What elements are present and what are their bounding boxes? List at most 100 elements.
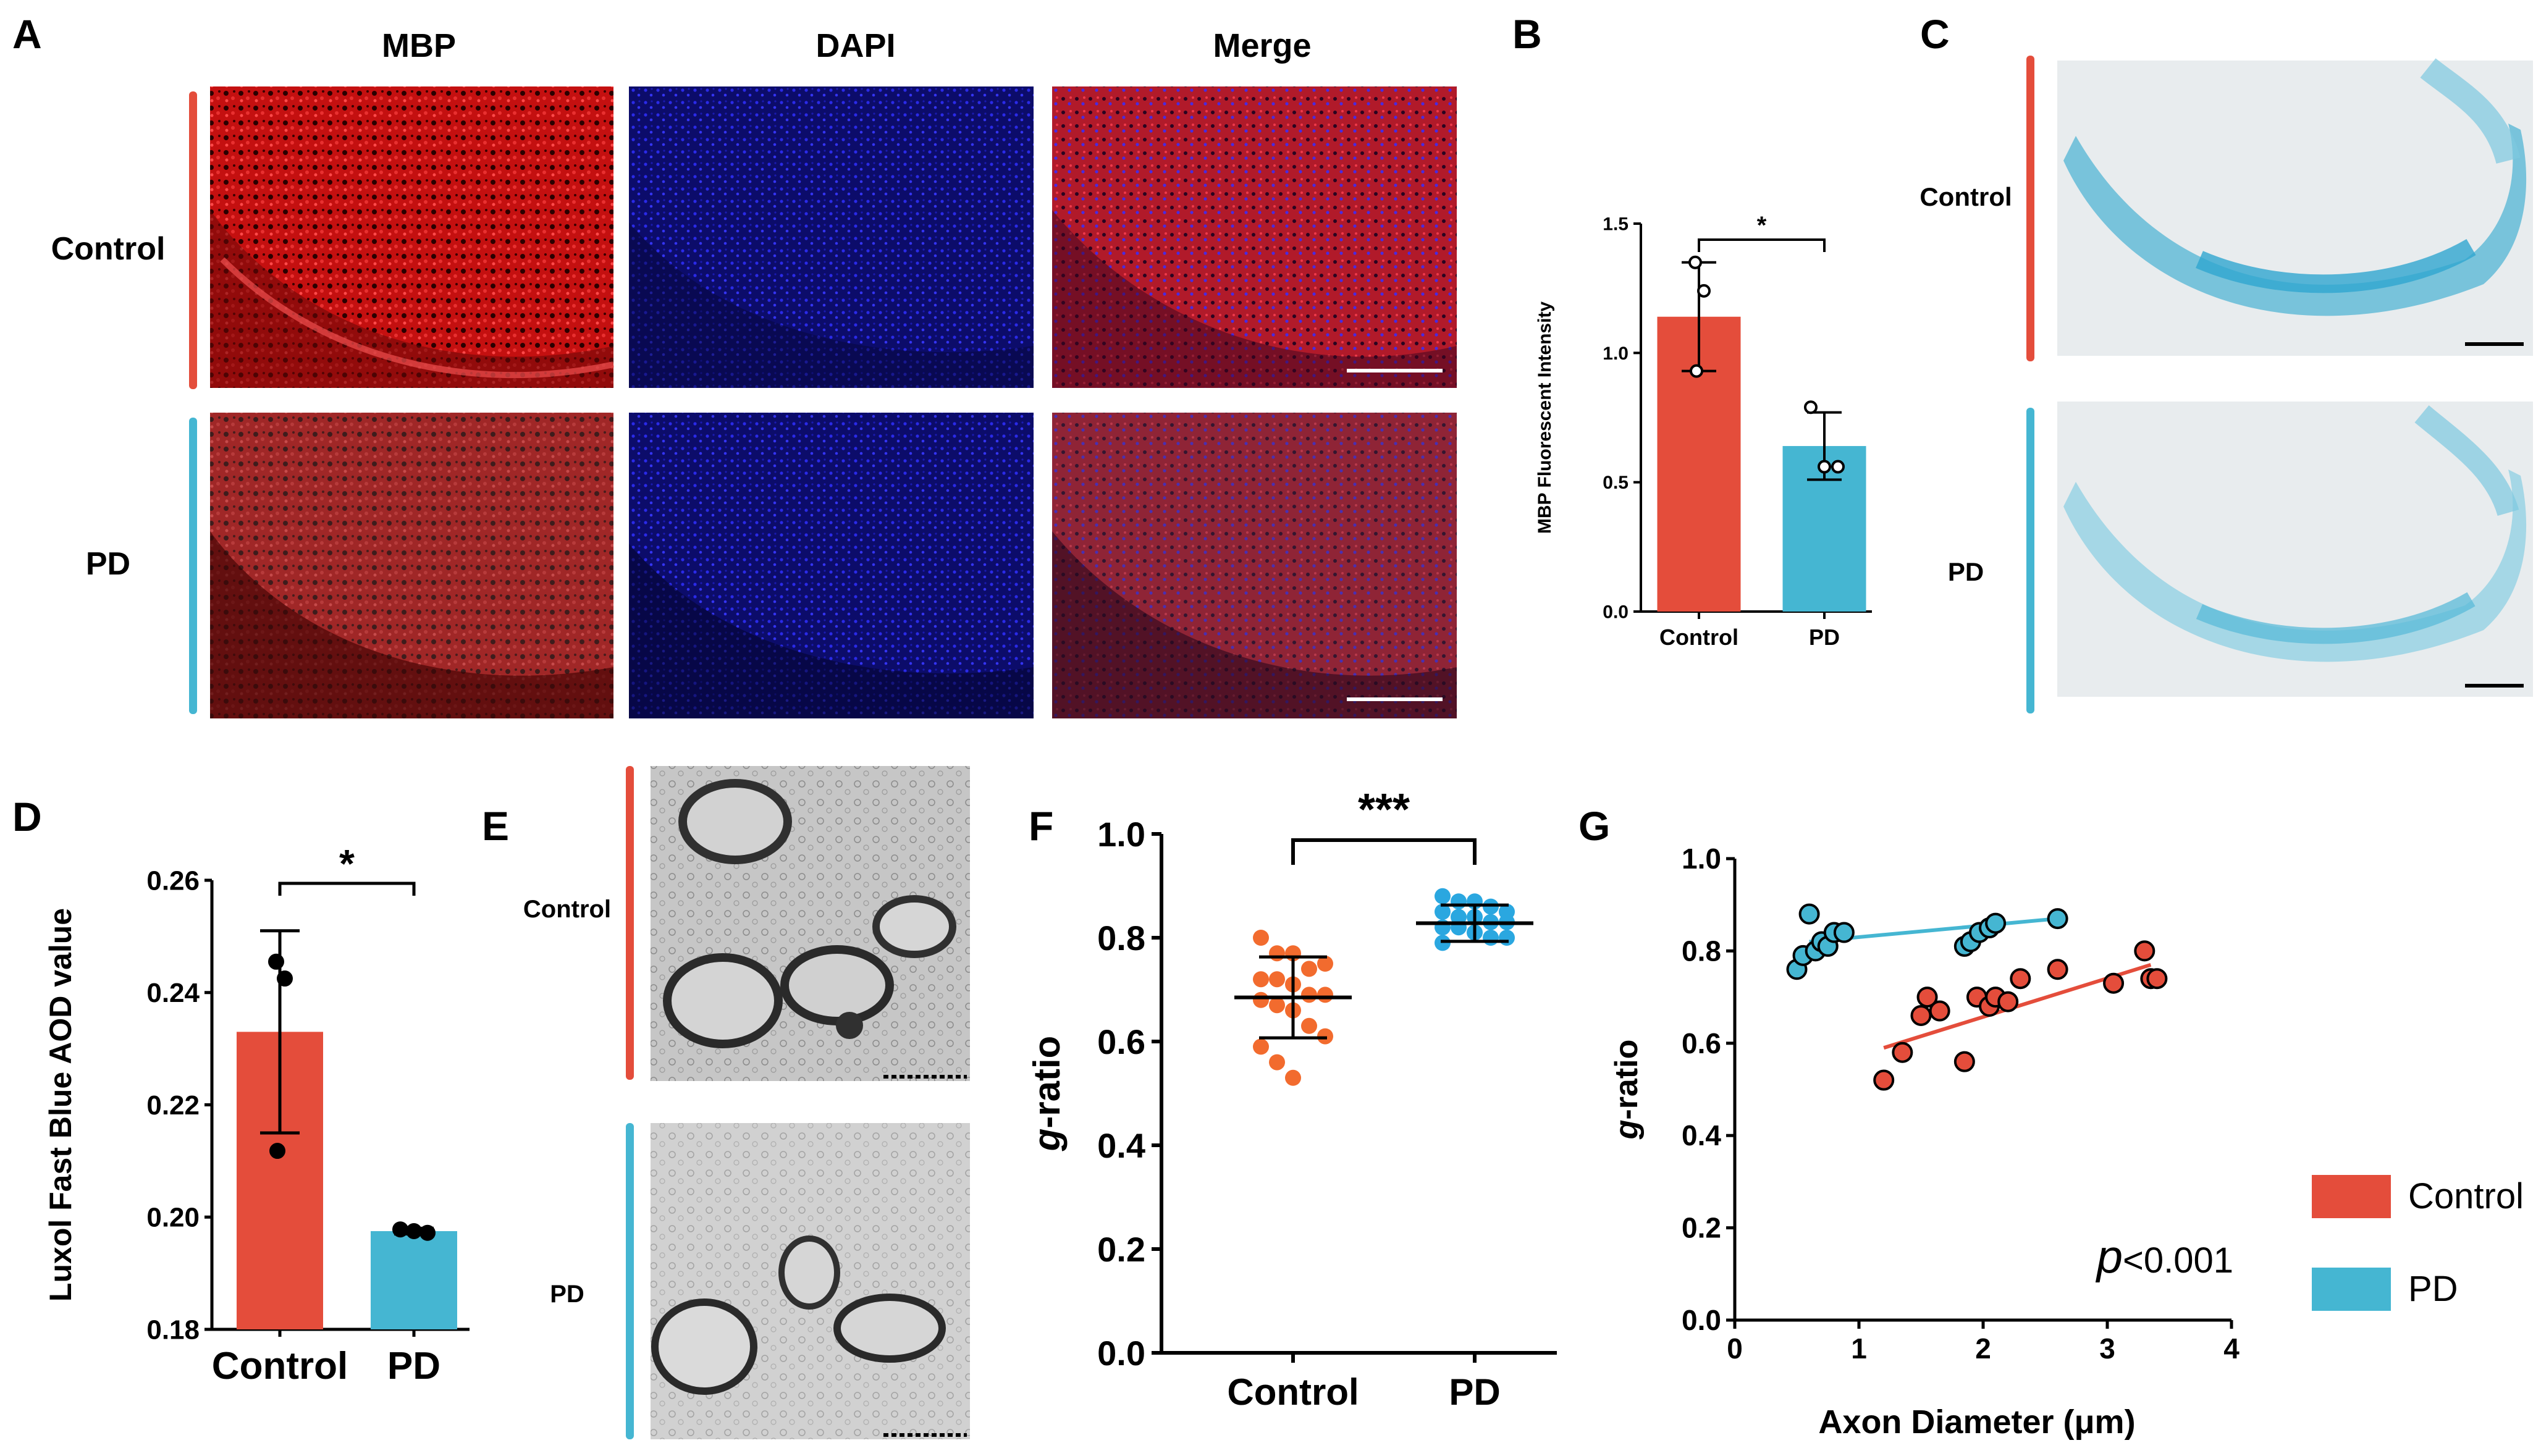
x-tick-label: PD xyxy=(1449,1371,1500,1413)
legend-label-pd: PD xyxy=(2408,1269,2458,1309)
y-tick-label: 0.2 xyxy=(1097,1230,1145,1269)
row-label-control: Control xyxy=(1919,182,2012,211)
data-point xyxy=(1269,971,1285,988)
data-point xyxy=(1435,888,1451,904)
data-point xyxy=(1301,961,1317,977)
panel-c: C Control PD xyxy=(1919,11,2533,713)
data-point xyxy=(392,1221,408,1238)
chart-f: 0.0 0.2 0.4 0.6 0.8 1.0 g-ratio Control PD *** xyxy=(1026,785,1557,1413)
data-point xyxy=(1892,1042,1913,1063)
data-point xyxy=(419,1224,436,1241)
y-tick-label: 0.22 xyxy=(146,1090,200,1121)
y-tick-label: 1.0 xyxy=(1097,815,1145,854)
data-point xyxy=(1873,1069,1895,1091)
data-point xyxy=(406,1222,422,1239)
tem-control-image xyxy=(651,766,970,1081)
significance-label: *** xyxy=(1358,785,1410,835)
data-point xyxy=(1285,1069,1301,1086)
chart-b: 0.0 0.5 1.0 1.5 MBP Fluorescent Intensity Con… xyxy=(1535,212,1872,650)
row-label-pd: PD xyxy=(86,546,130,582)
p-value-symbol: p xyxy=(2096,1231,2123,1283)
y-tick-label: 0.0 xyxy=(1603,602,1629,623)
y-tick-label: 0.6 xyxy=(1097,1022,1145,1061)
chart-g: 0.0 0.2 0.4 0.6 0.8 1.0 0 1 2 3 4 Axon Diameter (μm… xyxy=(1609,843,2524,1441)
mbp-control-image xyxy=(210,86,615,388)
data-point xyxy=(1301,987,1317,1003)
data-point xyxy=(1833,922,1855,943)
y-tick-label: 0.4 xyxy=(1097,1126,1145,1165)
data-point xyxy=(1253,930,1269,946)
column-label-mbp: MBP xyxy=(382,27,456,64)
data-point xyxy=(1269,1054,1285,1071)
y-axis-label-italic: g xyxy=(1609,1120,1645,1140)
x-tick-label: 3 xyxy=(2099,1332,2115,1365)
legend-swatch-pd xyxy=(2312,1268,2391,1311)
x-tick-label: PD xyxy=(387,1345,440,1387)
panel-c-letter: C xyxy=(1920,11,1950,57)
panel-a: A MBP DAPI Merge Control PD xyxy=(12,11,1457,718)
data-point xyxy=(1451,893,1467,910)
row-label-control: Control xyxy=(523,896,611,923)
row-label-pd: PD xyxy=(550,1281,584,1308)
significance-bracket xyxy=(1698,238,1826,252)
y-tick-label: 0.8 xyxy=(1097,919,1145,957)
data-point xyxy=(1317,1028,1333,1045)
y-tick-label: 0.0 xyxy=(1097,1334,1145,1373)
y-tick-label: 0.2 xyxy=(1682,1212,1721,1244)
panel-g-letter: G xyxy=(1578,803,1610,849)
y-axis-label-italic: g xyxy=(1026,1129,1068,1152)
lfb-pd-image xyxy=(2057,402,2533,697)
pd-group-bar xyxy=(189,418,197,714)
row-label-control: Control xyxy=(51,231,166,267)
x-tick-label: PD xyxy=(1809,625,1840,650)
y-tick-label: 0.20 xyxy=(146,1203,200,1233)
legend-label-control: Control xyxy=(2408,1176,2524,1216)
p-value-annotation: p<0.001 xyxy=(2096,1231,2233,1283)
data-point xyxy=(1997,991,2019,1012)
y-tick-label: 1.5 xyxy=(1603,214,1629,235)
control-group-bar xyxy=(626,766,634,1080)
panel-b-letter: B xyxy=(1512,11,1542,57)
y-tick-label: 1.0 xyxy=(1682,843,1721,875)
column-label-merge: Merge xyxy=(1213,27,1311,64)
panel-g: G 0.0 0.2 0.4 0.6 0.8 1.0 0 1 2 3 4 Axon Diameter (… xyxy=(1578,803,2524,1441)
x-axis-label: Axon Diameter (μm) xyxy=(1818,1403,2135,1441)
y-tick-label: 0.0 xyxy=(1682,1304,1721,1336)
y-axis-label-rest: -ratio xyxy=(1609,1040,1645,1120)
panel-e-letter: E xyxy=(482,803,509,849)
data-point xyxy=(1697,284,1711,298)
column-label-dapi: DAPI xyxy=(815,27,895,64)
data-point xyxy=(1499,930,1515,946)
data-point xyxy=(268,953,284,970)
x-tick-label: 4 xyxy=(2223,1332,2240,1365)
data-point xyxy=(1818,460,1831,474)
data-point xyxy=(1435,904,1451,920)
data-point xyxy=(1269,945,1285,962)
tem-pd-image xyxy=(651,1123,970,1439)
data-point xyxy=(2146,968,2168,990)
panel-a-letter: A xyxy=(12,11,42,57)
x-tick-label: 2 xyxy=(1975,1332,1991,1365)
data-point xyxy=(1690,364,1703,378)
significance-bracket xyxy=(278,882,416,896)
significance-label: * xyxy=(339,841,355,886)
data-point xyxy=(2103,972,2125,994)
y-tick-label: 0.4 xyxy=(1682,1119,1721,1151)
significance-label: * xyxy=(1757,212,1767,239)
mbp-pd-image xyxy=(210,413,613,718)
data-point xyxy=(269,1143,285,1159)
data-point xyxy=(1483,930,1499,946)
pd-group-bar xyxy=(2026,408,2034,713)
data-point xyxy=(1317,956,1333,972)
merge-pd-image xyxy=(1052,413,1457,718)
legend-swatch-control xyxy=(2312,1175,2391,1218)
data-point xyxy=(1317,987,1333,1003)
data-point xyxy=(1804,400,1818,414)
chart-d: 0.18 0.20 0.22 0.24 0.26 Luxol Fast Blue AOD … xyxy=(43,841,470,1387)
data-point xyxy=(1253,971,1269,988)
panel-e: E Control PD xyxy=(482,766,970,1439)
panel-d-letter: D xyxy=(12,794,42,840)
x-tick-label: Control xyxy=(212,1345,348,1387)
data-point xyxy=(1910,1004,1932,1026)
